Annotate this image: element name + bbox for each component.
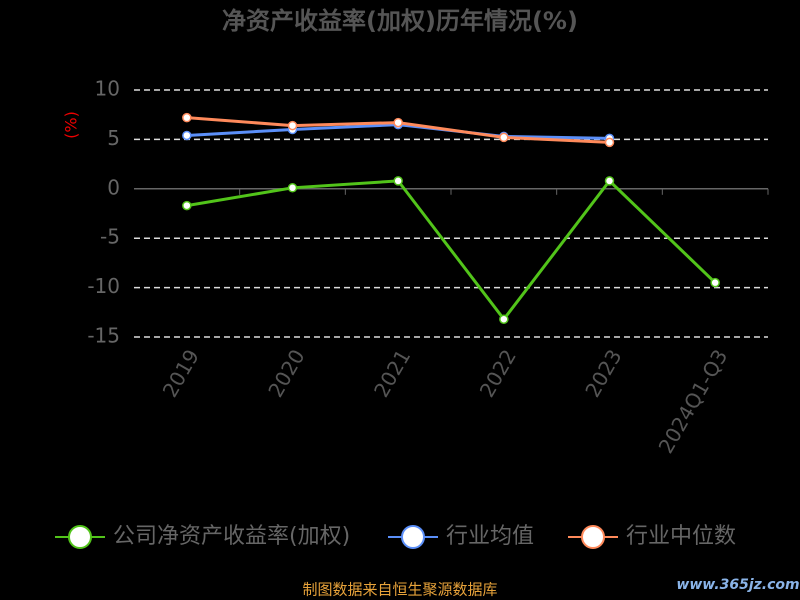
y-tick-label: 0 [107, 175, 120, 199]
point [182, 112, 192, 123]
legend-label: 公司净资产收益率(加权) [113, 524, 350, 549]
point [287, 183, 298, 193]
point [499, 132, 509, 143]
footer: 制图数据来自恒生聚源数据库 [302, 581, 497, 599]
series-line [186, 178, 717, 322]
y-tick-label: 10 [95, 77, 120, 101]
point [182, 200, 192, 211]
legend-label: 行业均值 [446, 524, 534, 549]
legend-marker [401, 525, 425, 549]
chart-title: 净资产收益率(加权)历年情况(%) [222, 7, 578, 35]
point [393, 176, 403, 186]
point [604, 137, 615, 148]
y-axis-label: (%) [62, 111, 81, 139]
y-tick-label: 5 [107, 126, 120, 150]
point [393, 117, 403, 128]
y-tick-label: -5 [100, 225, 120, 249]
point [710, 277, 720, 288]
watermark: www.365jz.com [676, 577, 799, 593]
y-tick-label: -10 [87, 274, 120, 298]
point [499, 314, 509, 324]
legend-marker [581, 525, 605, 549]
point [287, 120, 298, 131]
point [604, 176, 615, 186]
legend-label: 行业中位数 [626, 524, 736, 549]
legend-marker [68, 525, 92, 549]
y-tick-label: -15 [87, 324, 120, 348]
point [182, 130, 192, 141]
